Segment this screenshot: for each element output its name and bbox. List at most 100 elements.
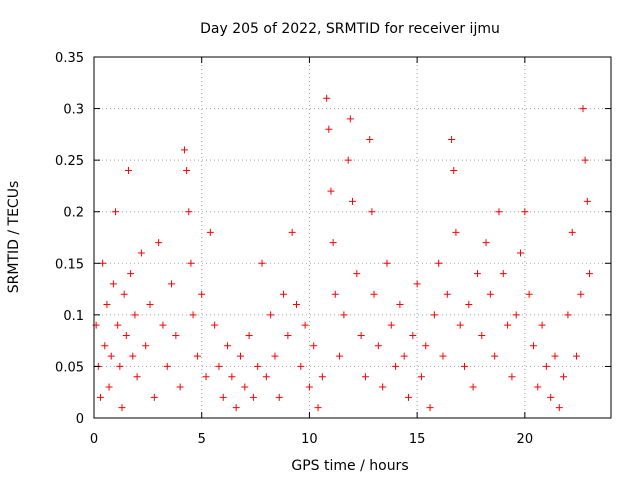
data-point	[495, 208, 503, 216]
plot-frame	[93, 56, 612, 419]
data-point	[101, 342, 109, 350]
data-point	[241, 383, 249, 391]
data-point	[387, 321, 395, 329]
data-point	[325, 125, 333, 133]
data-point	[211, 321, 219, 329]
data-point	[245, 331, 253, 339]
data-point	[198, 290, 206, 298]
data-point	[512, 311, 520, 319]
data-point	[228, 373, 236, 381]
data-point	[96, 393, 104, 401]
data-point	[525, 290, 533, 298]
data-point	[202, 373, 210, 381]
data-point	[392, 362, 400, 370]
data-point	[215, 362, 223, 370]
data-point	[529, 342, 537, 350]
data-point	[508, 373, 516, 381]
y-tick-label: 0.3	[63, 103, 84, 118]
data-point	[163, 362, 171, 370]
y-tick-label: 0.1	[63, 309, 84, 324]
data-point	[461, 362, 469, 370]
data-point	[491, 352, 499, 360]
data-point	[400, 352, 408, 360]
data-point	[224, 342, 232, 350]
data-point	[172, 331, 180, 339]
data-point	[292, 301, 300, 309]
data-point	[405, 393, 413, 401]
data-point	[99, 259, 107, 267]
data-point	[486, 290, 494, 298]
data-point	[124, 166, 132, 174]
data-point	[133, 373, 141, 381]
data-point	[318, 373, 326, 381]
data-point	[336, 352, 344, 360]
data-point	[439, 352, 447, 360]
data-point	[155, 239, 163, 247]
data-point	[366, 136, 374, 144]
data-point	[176, 383, 184, 391]
data-point	[547, 393, 555, 401]
data-point	[254, 362, 262, 370]
data-point	[551, 352, 559, 360]
data-point	[271, 352, 279, 360]
data-point	[112, 208, 120, 216]
x-tick-label: 15	[409, 432, 426, 447]
data-point	[137, 249, 145, 257]
data-point	[297, 362, 305, 370]
data-point	[482, 239, 490, 247]
data-point	[314, 404, 322, 412]
data-point	[327, 187, 335, 195]
data-point	[120, 290, 128, 298]
data-point	[183, 166, 191, 174]
data-point	[357, 331, 365, 339]
data-point	[504, 321, 512, 329]
data-point	[323, 94, 331, 102]
x-tick-label: 10	[301, 432, 318, 447]
data-point	[329, 239, 337, 247]
data-point	[146, 301, 154, 309]
data-point	[450, 166, 458, 174]
data-point	[579, 105, 587, 113]
data-point	[193, 352, 201, 360]
data-point	[305, 383, 313, 391]
chart-title: Day 205 of 2022, SRMTID for receiver ijm…	[200, 21, 500, 37]
data-point	[374, 342, 382, 350]
y-tick-label: 0	[76, 412, 84, 427]
data-point	[555, 404, 563, 412]
y-tick-label: 0.25	[55, 154, 84, 169]
data-point	[310, 342, 318, 350]
data-point	[426, 404, 434, 412]
data-point	[452, 228, 460, 236]
data-point	[189, 311, 197, 319]
data-point	[443, 290, 451, 298]
data-point	[301, 321, 309, 329]
data-point	[499, 270, 507, 278]
data-point	[142, 342, 150, 350]
y-tick-label: 0.05	[55, 360, 84, 375]
data-point	[435, 259, 443, 267]
data-point	[262, 373, 270, 381]
data-point	[109, 280, 117, 288]
data-point	[346, 115, 354, 123]
data-point	[127, 270, 135, 278]
data-point	[383, 259, 391, 267]
data-point	[417, 373, 425, 381]
data-point	[344, 156, 352, 164]
y-tick-label: 0.15	[55, 257, 84, 272]
data-points	[92, 94, 593, 412]
x-tick-label: 0	[90, 432, 98, 447]
data-point	[331, 290, 339, 298]
x-tick-label: 5	[198, 432, 206, 447]
data-point	[583, 197, 591, 205]
data-point	[448, 136, 456, 144]
data-point	[114, 321, 122, 329]
data-point	[396, 301, 404, 309]
data-point	[368, 208, 376, 216]
data-point	[361, 373, 369, 381]
data-point	[568, 228, 576, 236]
y-axis-label: SRMTID / TECUs	[6, 181, 22, 294]
data-point	[534, 383, 542, 391]
tick-labels: 0 5 10 15 20 0 0.05 0.1 0.15 0.2 0.25 0.3 0.35	[55, 51, 533, 447]
data-point	[206, 228, 214, 236]
ticks	[93, 56, 611, 419]
